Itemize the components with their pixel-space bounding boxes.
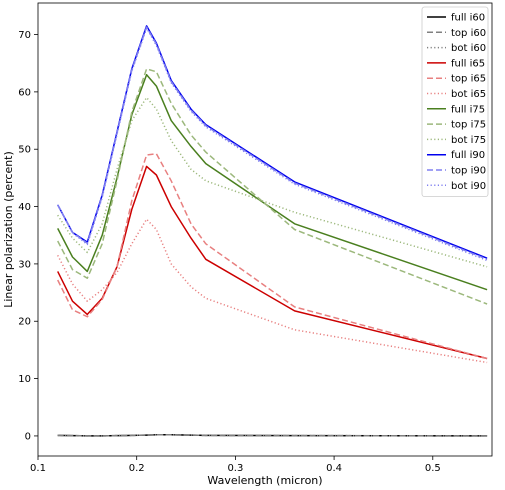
y-tick-label: 70 bbox=[18, 30, 31, 41]
legend: full i60 top i60 bot i60 full i65 top i65 bot… bbox=[421, 6, 489, 198]
x-axis: 0.1 0.2 0.3 0.4 0.5 bbox=[30, 456, 441, 474]
y-tick-label: 20 bbox=[18, 317, 31, 328]
y-tick-label: 50 bbox=[18, 145, 31, 156]
x-tick-label: 0.4 bbox=[326, 463, 342, 474]
legend-label: top i60 bbox=[451, 28, 486, 39]
legend-label: bot i75 bbox=[451, 135, 486, 146]
y-tick-label: 10 bbox=[18, 374, 31, 385]
legend-label: top i65 bbox=[451, 74, 486, 85]
legend-label: bot i90 bbox=[451, 181, 486, 192]
y-axis: 0 10 20 30 40 50 60 70 bbox=[18, 30, 38, 442]
y-tick-label: 40 bbox=[18, 202, 31, 213]
legend-box bbox=[421, 6, 489, 198]
legend-label: bot i65 bbox=[451, 89, 486, 100]
legend-label: top i90 bbox=[451, 166, 486, 177]
legend-label: full i65 bbox=[451, 58, 485, 69]
legend-label: full i75 bbox=[451, 104, 485, 115]
legend-label: top i75 bbox=[451, 120, 486, 131]
series-line-full-i65 bbox=[57, 165, 488, 360]
series-line-bot-i65 bbox=[57, 218, 488, 364]
legend-label: full i90 bbox=[451, 150, 485, 161]
legend-label: bot i60 bbox=[451, 43, 486, 54]
y-tick-label: 30 bbox=[18, 259, 31, 270]
series-line-bot-i75 bbox=[57, 96, 488, 268]
x-tick-label: 0.3 bbox=[227, 463, 243, 474]
series-layer bbox=[57, 25, 488, 437]
x-tick-label: 0.1 bbox=[30, 463, 46, 474]
series-line-bot-i90 bbox=[57, 27, 488, 262]
x-tick-label: 0.5 bbox=[425, 463, 441, 474]
series-line-top-i75 bbox=[57, 68, 488, 305]
x-axis-label: Wavelength (micron) bbox=[207, 474, 322, 487]
series-line-full-i75 bbox=[57, 73, 488, 291]
series-line-top-i65 bbox=[57, 153, 488, 360]
x-tick-label: 0.2 bbox=[129, 463, 145, 474]
legend-label: full i60 bbox=[451, 13, 485, 24]
y-tick-label: 60 bbox=[18, 87, 31, 98]
series-line-bot-i60 bbox=[57, 434, 488, 437]
y-axis-label: Linear polarization (percent) bbox=[2, 151, 15, 308]
y-tick-label: 0 bbox=[25, 431, 31, 442]
plot-frame bbox=[37, 2, 493, 457]
